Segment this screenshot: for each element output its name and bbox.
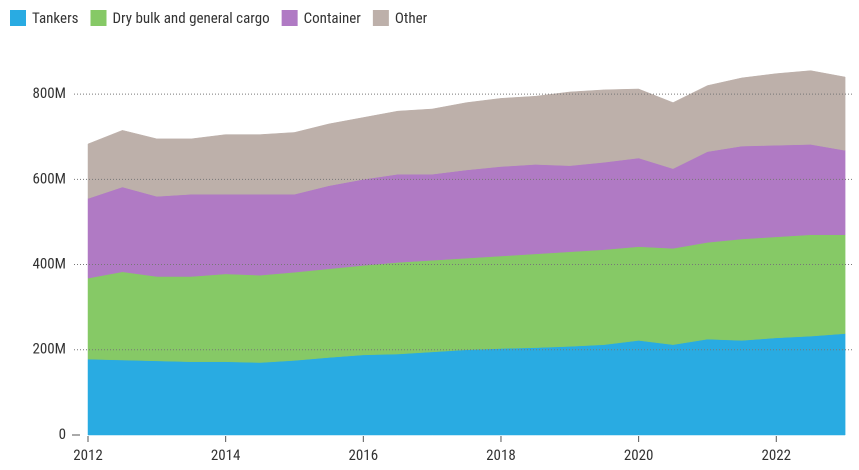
y-tick-label: 400M xyxy=(32,255,66,273)
x-tick-label: 2020 xyxy=(624,446,654,464)
y-tick-label: 800M xyxy=(32,84,66,102)
area xyxy=(87,70,846,199)
x-tick-label: 2018 xyxy=(486,446,516,464)
x-tick-label: 2014 xyxy=(211,446,241,464)
legend-swatch xyxy=(281,10,298,26)
legend-swatch xyxy=(372,10,389,26)
legend-label: Tankers xyxy=(32,9,79,27)
x-tick-label: 2022 xyxy=(761,446,791,464)
x-tick-label: 2012 xyxy=(73,446,103,464)
x-tick-label: 2016 xyxy=(349,446,379,464)
y-tick-label: 0 xyxy=(59,425,66,443)
legend-label: Dry bulk and general cargo xyxy=(113,9,270,27)
legend-label: Other xyxy=(395,9,428,27)
y-tick-label: 600M xyxy=(32,169,66,187)
legend-swatch xyxy=(10,10,26,26)
legend-label: Container xyxy=(304,9,362,27)
y-tick-label: 200M xyxy=(32,340,66,358)
legend-swatch xyxy=(90,10,107,26)
